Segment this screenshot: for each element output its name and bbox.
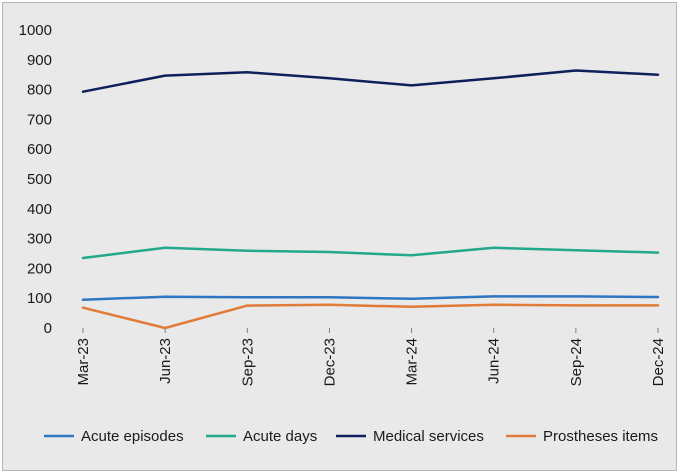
series-layer — [81, 69, 660, 330]
legend-label: Prostheses items — [543, 428, 658, 445]
x-tick-label: Mar-23 — [75, 338, 92, 386]
x-axis: Mar-23 Jun-23 Sep-23 Dec-23 Mar-24 Jun-24 Sep-… — [75, 328, 667, 386]
x-tick-label: Jun-23 — [157, 338, 174, 384]
y-tick-label: 300 — [27, 231, 52, 248]
legend-label: Acute episodes — [81, 428, 184, 445]
x-tick-label: Sep-24 — [568, 338, 585, 386]
series-line-prostheses-items — [81, 303, 660, 330]
series-line-acute-days — [81, 246, 660, 260]
y-tick-label: 0 — [44, 320, 52, 337]
y-tick-label: 100 — [27, 290, 52, 307]
legend: Acute episodes Acute days Medical services… — [44, 428, 658, 445]
x-tick-label: Jun-24 — [486, 338, 503, 384]
legend-label: Acute days — [243, 428, 317, 445]
series-line-medical-services — [81, 69, 660, 93]
x-tick-label: Mar-24 — [404, 338, 421, 386]
y-tick-label: 1000 — [19, 22, 52, 39]
x-tick-label: Dec-23 — [321, 338, 338, 386]
legend-label: Medical services — [373, 428, 484, 445]
y-tick-label: 700 — [27, 111, 52, 128]
y-axis: 0 100 200 300 400 500 600 700 800 900 1000 — [19, 22, 52, 337]
y-tick-label: 800 — [27, 82, 52, 99]
y-tick-label: 200 — [27, 260, 52, 277]
x-tick-label: Sep-23 — [239, 338, 256, 386]
x-tick-label: Dec-24 — [650, 338, 667, 386]
y-tick-label: 500 — [27, 171, 52, 188]
series-line-acute-episodes — [81, 295, 660, 301]
y-tick-label: 900 — [27, 52, 52, 69]
y-tick-label: 400 — [27, 201, 52, 218]
y-tick-label: 600 — [27, 141, 52, 158]
